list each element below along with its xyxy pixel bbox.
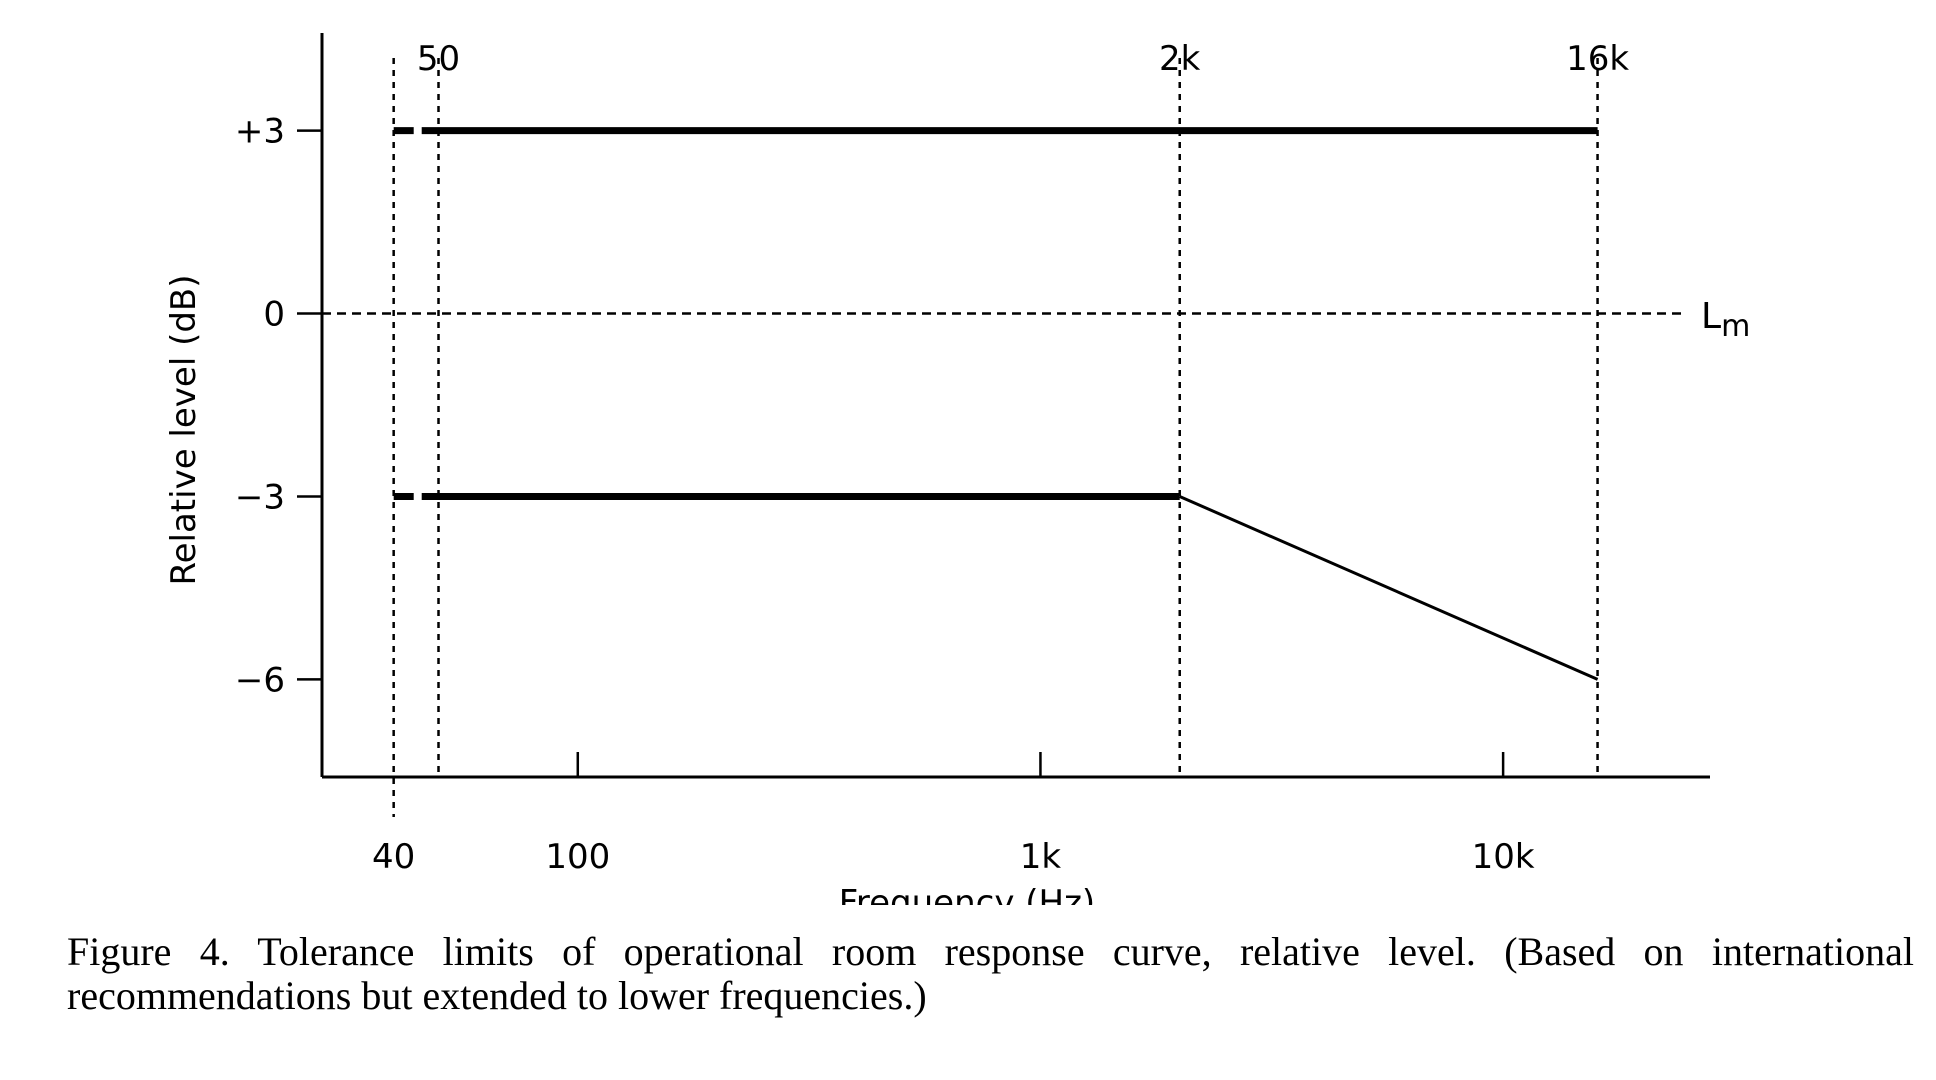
x-tick-label-40: 40 (372, 837, 415, 877)
room-response-tolerance-chart: +3 0 −3 −6 40 100 1k 10k 50 2k 16k Relative level … (164, 33, 1750, 905)
reference-label-subscript: m (1721, 309, 1750, 344)
axes (320, 33, 1710, 779)
x-tick-label-10k: 10k (1472, 837, 1535, 877)
reference-label-main: L (1701, 296, 1721, 337)
x-tick-label-100: 100 (545, 837, 610, 877)
y-tick-label-6: −6 (235, 660, 285, 700)
top-marker-label-16k: 16k (1566, 39, 1629, 79)
top-marker-label-2k: 2k (1159, 39, 1201, 79)
axis-ticks: +3 0 −3 −6 40 100 1k 10k 50 2k 16k (235, 39, 1629, 877)
figure-caption: Figure 4. Tolerance limits of operationa… (67, 929, 1914, 1018)
y-tick-label-0: 0 (263, 295, 285, 335)
y-tick-label-3: −3 (235, 477, 285, 517)
top-marker-label-50: 50 (417, 39, 460, 79)
reference-line-label: Lm (1701, 296, 1750, 344)
series-lower-limit-slope (1179, 495, 1599, 681)
y-tick-label-3: +3 (235, 112, 285, 152)
x-tick-label-1k: 1k (1020, 837, 1062, 877)
x-axis-title: Frequency (Hz) (839, 883, 1095, 905)
guide-lines (322, 58, 1685, 817)
y-axis-title: Relative level (dB) (164, 274, 204, 585)
tolerance-limit-lines (393, 127, 1599, 681)
